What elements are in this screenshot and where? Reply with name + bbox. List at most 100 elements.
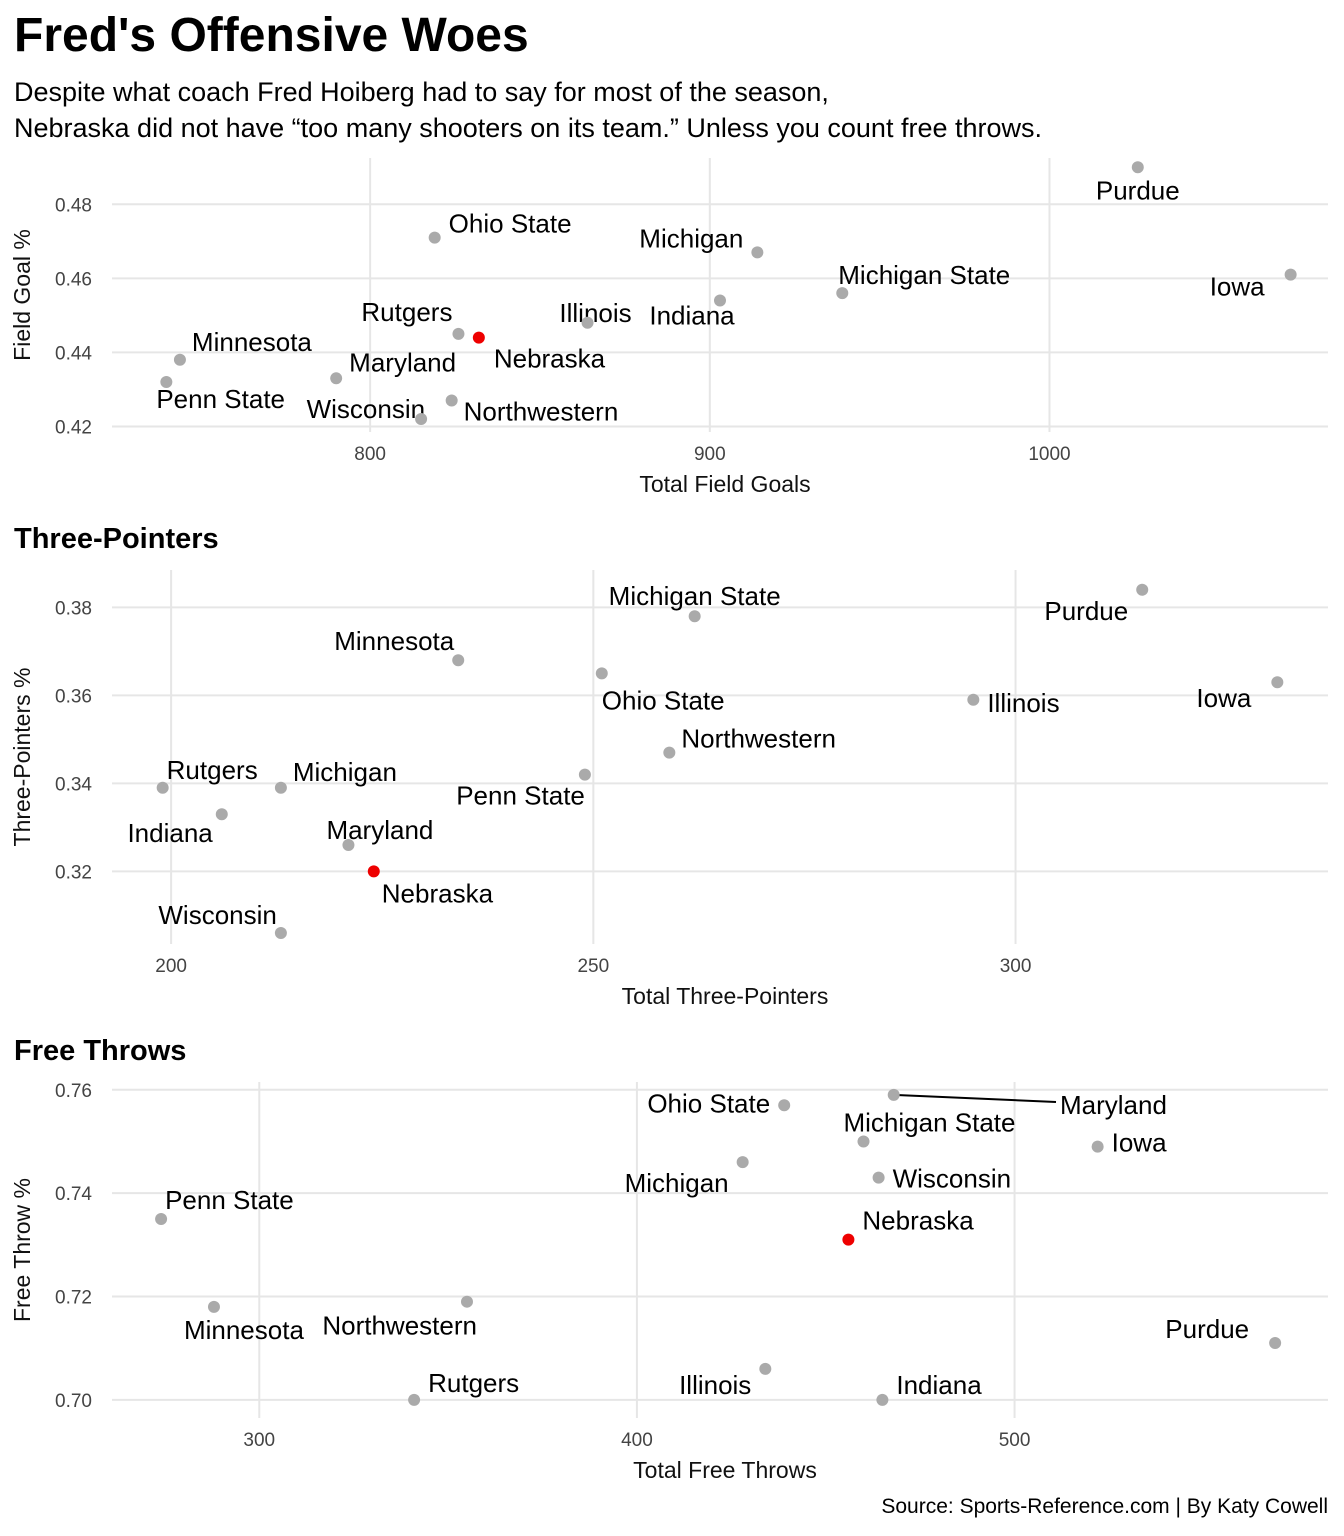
data-point-maryland [342,839,355,851]
data-point-penn-state [155,1212,168,1225]
data-point-wisconsin [274,927,287,939]
point-label-indiana: Indiana [896,1370,982,1400]
x-axis-title: Total Three-Pointers [622,983,829,1009]
point-label-indiana: Indiana [127,818,213,848]
point-label-penn-state: Penn State [456,781,585,811]
data-point-michigan-state [857,1135,870,1148]
data-point-ohio-state [778,1099,791,1112]
point-label-rutgers: Rutgers [361,297,452,327]
y-tick-label: 0.46 [55,269,92,290]
point-label-michigan: Michigan [639,223,743,253]
x-tick-label: 1000 [1028,444,1070,465]
data-point-rutgers [408,1393,421,1406]
point-label-michigan-state: Michigan State [838,260,1010,290]
data-point-ohio-state [428,231,441,244]
data-point-purdue [1136,583,1149,596]
y-tick-label: 0.72 [55,1288,92,1309]
point-label-illinois: Illinois [679,1370,751,1400]
point-label-minnesota: Minnesota [184,1315,304,1345]
point-label-wisconsin: Wisconsin [158,900,276,930]
x-tick-label: 200 [155,956,187,977]
point-label-ohio-state: Ohio State [449,209,572,239]
data-point-iowa [1271,676,1284,689]
data-point-indiana [215,808,228,821]
point-label-iowa: Iowa [1112,1128,1167,1158]
point-label-nebraska: Nebraska [862,1206,974,1236]
point-label-wisconsin: Wisconsin [307,394,425,424]
data-point-illinois [967,693,980,706]
point-label-purdue: Purdue [1044,596,1128,626]
data-point-michigan [736,1156,749,1169]
point-label-maryland: Maryland [326,815,433,845]
point-label-rutgers: Rutgers [167,755,258,785]
data-point-northwestern [460,1295,473,1308]
point-label-northwestern: Northwestern [322,1311,477,1341]
point-label-illinois: Illinois [987,688,1059,718]
source-caption: Source: Sports-Reference.com | By Katy C… [881,1495,1328,1518]
y-tick-label: 0.42 [55,417,92,438]
point-label-northwestern: Northwestern [681,724,836,754]
data-point-nebraska [842,1233,855,1246]
x-tick-label: 300 [243,1430,275,1451]
point-label-rutgers: Rutgers [428,1368,519,1398]
data-point-minnesota [207,1300,220,1313]
data-point-iowa [1091,1140,1104,1153]
x-tick-label: 400 [621,1430,653,1451]
point-label-michigan-state: Michigan State [844,1107,1016,1137]
data-point-maryland [330,372,343,385]
point-label-maryland: Maryland [349,347,456,377]
x-axis-title: Total Free Throws [633,1457,817,1483]
data-point-maryland [887,1088,900,1101]
data-point-michigan-state [836,287,849,300]
subtitle-line-2: Nebraska did not have “too many shooters… [14,113,1043,143]
free-throws-panel-title: Free Throws [14,1035,187,1067]
y-tick-label: 0.70 [55,1391,92,1412]
data-point-purdue [1131,161,1144,174]
chart-subtitle: Despite what coach Fred Hoiberg had to s… [14,74,1042,146]
y-tick-label: 0.36 [55,686,92,707]
point-label-nebraska: Nebraska [382,878,494,908]
point-label-illinois: Illinois [559,298,631,328]
y-tick-label: 0.38 [55,598,92,619]
point-label-ohio-state: Ohio State [647,1088,770,1118]
data-point-penn-state [578,768,591,781]
point-label-purdue: Purdue [1096,175,1180,205]
point-label-maryland: Maryland [1060,1090,1167,1120]
data-point-nebraska [367,865,380,878]
point-label-iowa: Iowa [1196,683,1251,713]
y-axis-title: Free Throw % [9,1178,35,1322]
data-point-nebraska [472,331,485,344]
point-label-michigan: Michigan [625,1168,729,1198]
point-label-nebraska: Nebraska [494,344,606,374]
data-point-michigan-state [688,610,701,623]
three-pointers-panel-title: Three-Pointers [14,523,219,555]
data-point-northwestern [445,394,458,407]
point-label-purdue: Purdue [1165,1314,1249,1344]
data-point-minnesota [452,654,465,667]
x-tick-label: 900 [694,444,726,465]
x-tick-label: 300 [1000,956,1032,977]
point-label-penn-state: Penn State [165,1185,294,1215]
y-tick-label: 0.34 [55,774,92,795]
subtitle-line-1: Despite what coach Fred Hoiberg had to s… [14,77,829,107]
point-label-michigan: Michigan [293,757,397,787]
y-axis-title: Field Goal % [9,229,35,361]
point-label-minnesota: Minnesota [192,327,312,357]
data-point-illinois [581,316,594,329]
x-tick-label: 500 [999,1430,1031,1451]
data-point-illinois [759,1362,772,1375]
data-point-indiana [714,294,726,307]
data-point-michigan [274,781,287,794]
data-point-indiana [876,1393,889,1406]
data-point-purdue [1269,1337,1282,1350]
point-label-penn-state: Penn State [156,384,285,414]
x-axis-title: Total Field Goals [639,471,810,497]
data-point-penn-state [160,376,173,389]
point-label-northwestern: Northwestern [464,397,619,427]
y-tick-label: 0.44 [55,343,92,364]
y-tick-label: 0.32 [55,862,92,883]
maryland-label-leader [893,1093,1057,1103]
y-tick-label: 0.74 [55,1184,92,1205]
x-tick-label: 800 [354,444,386,465]
y-tick-label: 0.76 [55,1081,92,1102]
